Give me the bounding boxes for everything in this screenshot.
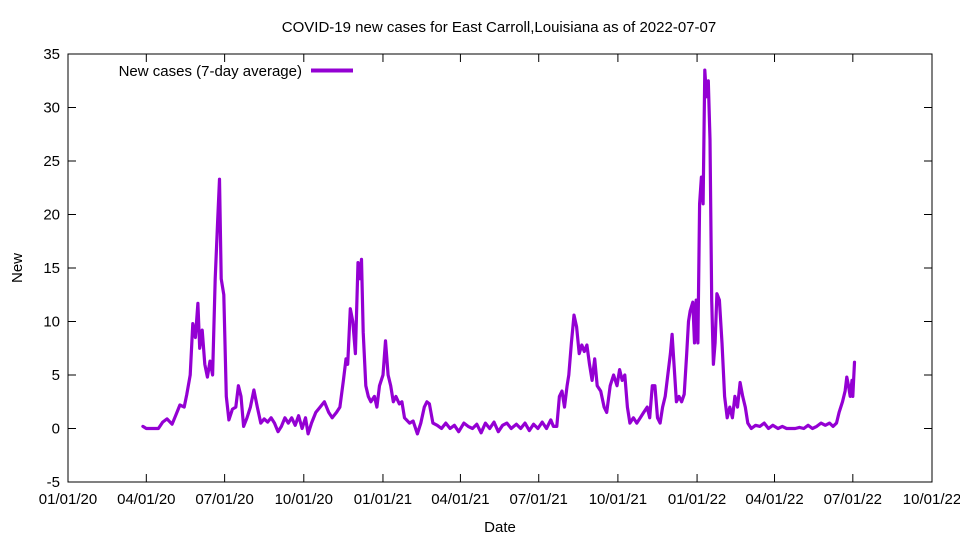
x-tick-label: 01/01/21 bbox=[354, 491, 412, 508]
y-tick-label: 0 bbox=[52, 421, 60, 438]
x-tick-label: 10/01/22 bbox=[903, 491, 960, 508]
y-tick-label: 10 bbox=[43, 314, 60, 331]
x-tick-label: 10/01/21 bbox=[589, 491, 647, 508]
y-tick-label: 25 bbox=[43, 153, 60, 170]
x-tick-label: 04/01/20 bbox=[117, 491, 175, 508]
y-tick-label: -5 bbox=[47, 474, 60, 491]
x-tick-label: 07/01/22 bbox=[824, 491, 882, 508]
plot-frame bbox=[67, 53, 933, 483]
x-tick-label: 07/01/21 bbox=[510, 491, 568, 508]
axis-ticks bbox=[67, 53, 933, 483]
y-tick-label: 20 bbox=[43, 207, 60, 224]
legend: New cases (7-day average) bbox=[119, 63, 353, 80]
x-axis-label: Date bbox=[484, 519, 516, 536]
series-line-new-cases bbox=[141, 68, 857, 436]
y-tick-label: 5 bbox=[52, 367, 60, 384]
x-tick-label: 04/01/21 bbox=[431, 491, 489, 508]
y-axis-label: New bbox=[9, 253, 26, 283]
x-tick-label: 01/01/20 bbox=[39, 491, 97, 508]
x-tick-label: 07/01/20 bbox=[195, 491, 253, 508]
legend-label: New cases (7-day average) bbox=[119, 63, 302, 80]
x-tick-label: 04/01/22 bbox=[745, 491, 803, 508]
y-tick-label: 15 bbox=[43, 260, 60, 277]
x-tick-label: 01/01/22 bbox=[668, 491, 726, 508]
tick-labels: -5 0 5 10 15 20 25 30 35 01/01/20 04/01/20 07/01/20… bbox=[39, 46, 960, 508]
y-tick-label: 35 bbox=[43, 46, 60, 63]
y-tick-label: 30 bbox=[43, 100, 60, 117]
x-tick-label: 10/01/20 bbox=[275, 491, 333, 508]
chart-title: COVID-19 new cases for East Carroll,Loui… bbox=[282, 19, 716, 36]
